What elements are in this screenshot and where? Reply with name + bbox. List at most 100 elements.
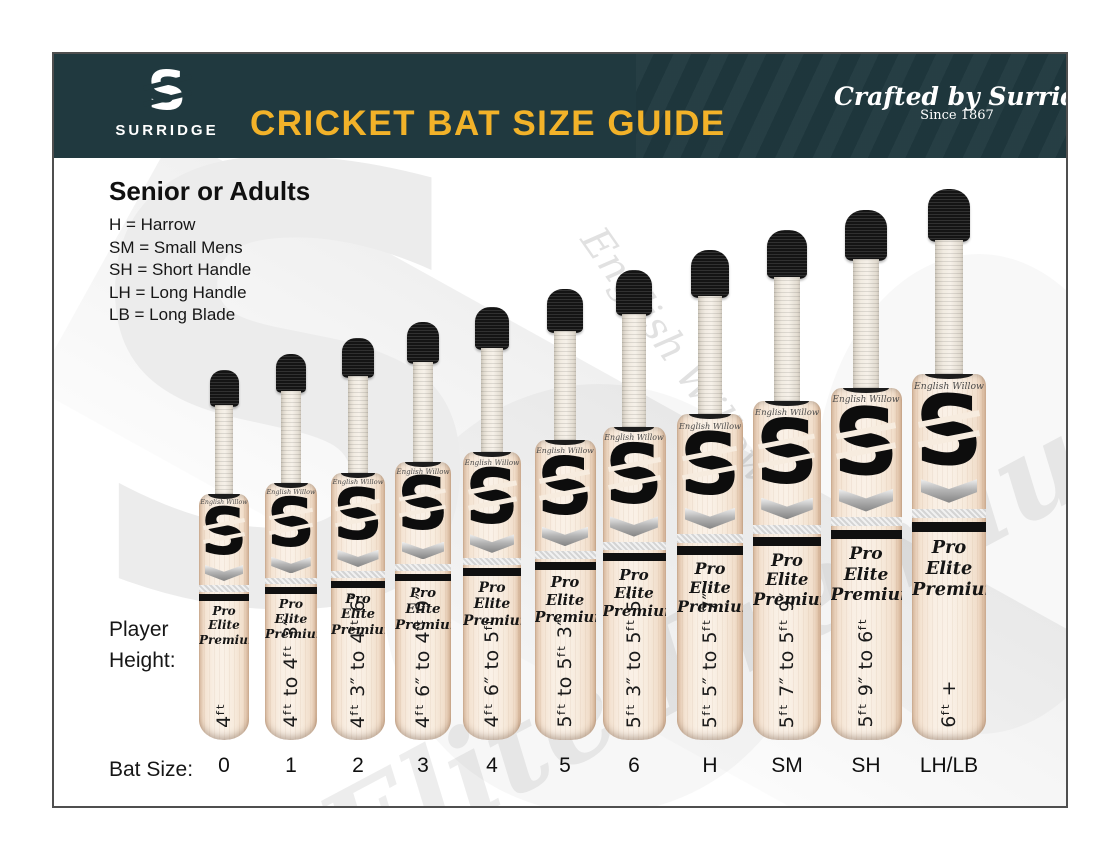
pro-elite-premium-text: Pro ElitePremium [331, 591, 385, 638]
black-band [677, 546, 743, 555]
chevron-icon [205, 565, 243, 581]
bat-grip-knob [767, 230, 807, 279]
pro-elite-premium-text: Pro ElitePremium [265, 596, 317, 642]
pro-elite-premium-text: Pro ElitePremium [912, 536, 986, 601]
bat: English Willow S Pro ElitePremium 5ᶠᵗ 7″… [753, 230, 821, 740]
section-heading: Senior or Adults [109, 176, 311, 206]
bat-blade: English Willow S Pro ElitePremium 4ᶠᵗ to… [265, 483, 317, 740]
textured-band [830, 517, 902, 527]
black-band [463, 568, 521, 576]
english-willow-text: English Willow [536, 446, 594, 456]
textured-band [534, 551, 596, 559]
bat: English Willow S Pro ElitePremium 4ᶠᵗ to… [265, 354, 317, 740]
chevron-icon [337, 549, 379, 567]
bat-size-value: LH/LB [919, 754, 979, 777]
english-willow-text: English Willow [200, 499, 248, 506]
content-frame: S English Willow Pro Elite Premium S SUR… [52, 52, 1068, 808]
black-band [331, 581, 385, 589]
bat-grip-knob [547, 289, 583, 333]
textured-band [912, 508, 986, 519]
black-band [395, 574, 451, 582]
bat-grip-knob [927, 189, 971, 242]
bat-handle [281, 391, 301, 483]
chevron-icon [920, 479, 978, 503]
bat-size-value: 0 [218, 754, 230, 777]
bat-s-logo-icon: S [914, 374, 984, 487]
bat: English Willow S Pro ElitePremium 4ᶠᵗ 6″… [395, 322, 451, 740]
bat-blade: English Willow S Pro ElitePremium 5ᶠᵗ 7″… [753, 401, 821, 740]
blade-top-bar [688, 414, 732, 419]
bat: English Willow S Pro ElitePremium 4ᶠᵗ 6″… [463, 307, 521, 740]
blade-top-bar [405, 462, 441, 467]
blade-top-bar [473, 452, 511, 457]
english-willow-text: English Willow [754, 407, 820, 418]
bat-handle [214, 405, 234, 494]
bat-size-label: Bat Size: [109, 758, 194, 781]
blade-top-bar [613, 427, 655, 432]
blade-top-bar [208, 494, 240, 499]
bat-s-logo-icon: S [755, 401, 819, 504]
black-band [602, 553, 666, 562]
bat-blade: English Willow S Pro ElitePremium 4ᶠᵗ 3″… [331, 473, 385, 740]
english-willow-text: English Willow [914, 381, 984, 393]
player-height-value: 5ᶠᵗ 3″ to 5ᶠᵗ 5″ [623, 591, 645, 728]
pro-elite-premium-text: Pro ElitePremium [677, 559, 743, 617]
bat-s-logo-icon: S [266, 483, 316, 562]
bat-blade: English Willow S Pro ElitePremium 5ᶠᵗ 9″… [830, 388, 902, 740]
bat-handle [412, 362, 434, 462]
header-texture [636, 54, 1066, 158]
bat: English Willow S Pro ElitePremium 4ᶠᵗ [199, 370, 249, 740]
chevron-icon [401, 541, 445, 560]
logo-brand-text: SURRIDGE [115, 122, 219, 139]
surridge-s-icon: S [142, 62, 192, 120]
bat: English Willow S Pro ElitePremium 5ᶠᵗ 9″… [830, 210, 902, 740]
page-title: CRICKET BAT SIZE GUIDE [250, 104, 726, 143]
blade-top-bar [340, 473, 376, 478]
bat-grip-knob [690, 250, 730, 298]
blade-top-bar [925, 374, 973, 379]
pro-elite-premium-text: Pro ElitePremium [753, 550, 821, 609]
bat-s-logo-icon: S [396, 462, 450, 547]
player-height-value: 5ᶠᵗ 5″ to 5ᶠᵗ 7″ [699, 591, 721, 728]
player-height-value: 5ᶠᵗ 9″ to 6ᶠᵗ [855, 618, 877, 728]
bat-handle [348, 376, 368, 473]
chevron-icon [761, 497, 813, 520]
english-willow-text: English Willow [266, 488, 316, 497]
chevron-icon [839, 488, 893, 512]
player-height-value: 5ᶠᵗ 7″ to 5ᶠᵗ 9″ [776, 591, 798, 728]
player-height-value: 4ᶠᵗ 3″ to 4ᶠᵗ 6″ [347, 591, 369, 728]
chevron-icon [271, 556, 311, 574]
blade-top-bar [545, 440, 585, 445]
chevron-icon [684, 507, 736, 529]
blade-top-bar [843, 388, 889, 393]
pro-elite-premium-text: Pro ElitePremium [830, 544, 902, 606]
bat-grip-knob [475, 307, 509, 350]
bat-s-logo-icon: S [536, 440, 594, 534]
bat-grip-knob [615, 270, 653, 316]
player-height-value: 4ᶠᵗ 6″ to 4ᶠᵗ 9″ [412, 591, 434, 728]
bats-layer: English Willow S Pro ElitePremium 4ᶠᵗ 0 … [54, 54, 1066, 806]
bat-size-value: 1 [285, 754, 297, 777]
textured-band [199, 585, 249, 592]
pro-elite-premium-text: Pro ElitePremium [199, 604, 249, 647]
player-height-value: 6ᶠᵗ + [938, 680, 960, 728]
bat-s-logo-icon: S [604, 427, 664, 523]
bat-blade: English Willow S Pro ElitePremium 6ᶠᵗ + [912, 374, 986, 740]
bat-size-value: 3 [417, 754, 429, 777]
bat-grip-knob [275, 354, 307, 393]
black-band [534, 562, 596, 570]
bat-s-logo-icon: S [200, 494, 248, 570]
bat: English Willow S Pro ElitePremium 5ᶠᵗ to… [534, 289, 596, 740]
black-band [265, 587, 317, 594]
english-willow-text: English Willow [332, 478, 384, 487]
bat-size-value: 5 [559, 754, 571, 777]
black-band [830, 530, 902, 540]
pro-elite-premium-text: Pro ElitePremium [534, 574, 596, 627]
pro-elite-premium-text: Pro ElitePremium [602, 565, 666, 620]
blade-top-bar [274, 483, 308, 488]
bat: English Willow S Pro ElitePremium 6ᶠᵗ + [912, 189, 986, 740]
bat-size-value: 4 [486, 754, 498, 777]
english-willow-text: English Willow [604, 433, 664, 443]
bat-s-logo-icon: S [679, 414, 741, 515]
pro-elite-premium-text: Pro ElitePremium [395, 585, 451, 634]
